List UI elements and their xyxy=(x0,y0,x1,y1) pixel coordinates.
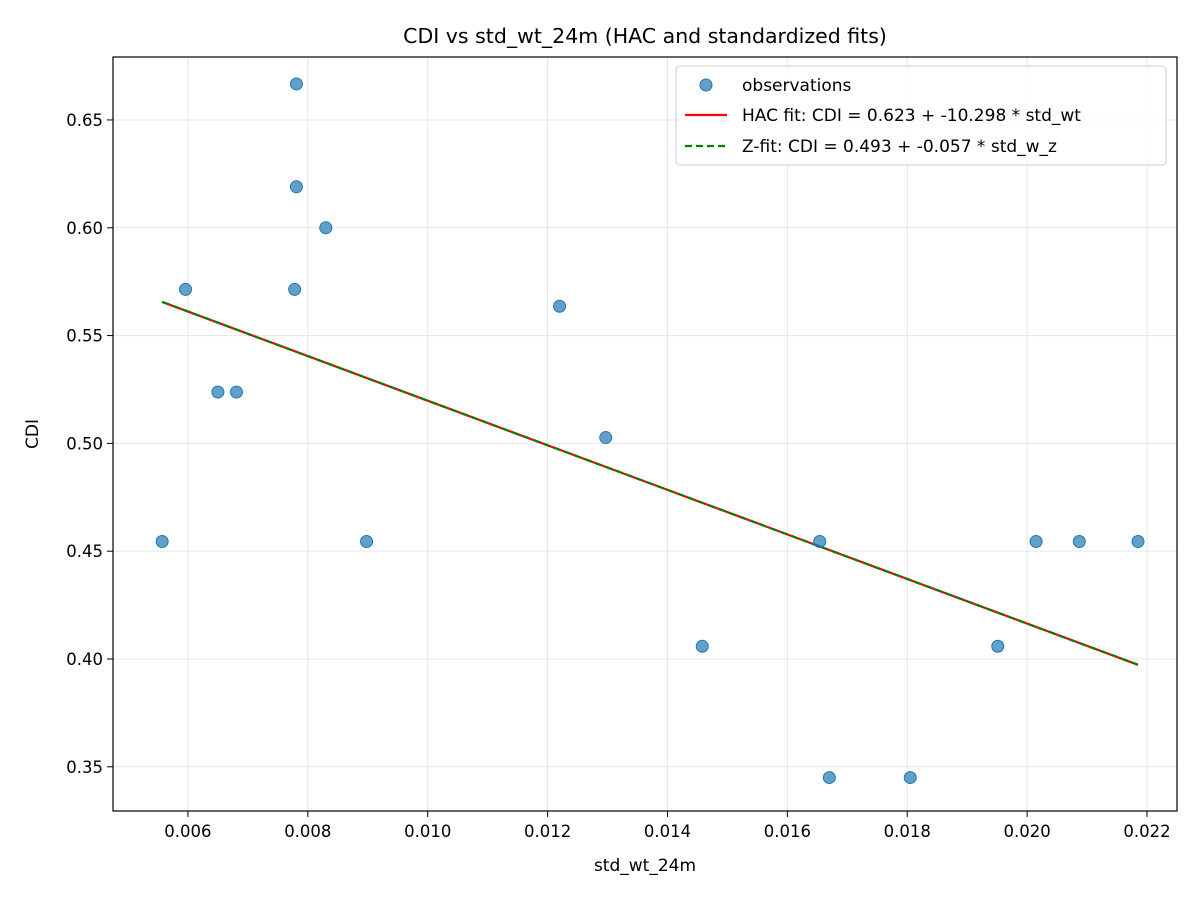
data-point xyxy=(360,534,374,548)
data-point xyxy=(289,77,303,91)
data-point xyxy=(695,639,709,653)
x-tick-label: 0.010 xyxy=(404,822,451,841)
fit-lines xyxy=(161,300,1139,666)
data-point xyxy=(903,771,917,785)
y-tick-label: 0.45 xyxy=(66,542,103,561)
x-tick-label: 0.012 xyxy=(524,822,571,841)
data-point xyxy=(211,385,225,399)
x-axis-label: std_wt_24m xyxy=(594,856,696,876)
y-axis-label: CDI xyxy=(23,419,43,449)
data-point xyxy=(179,282,193,296)
legend-marker-observations xyxy=(699,78,713,92)
legend-box xyxy=(675,65,1167,166)
y-tick-label: 0.35 xyxy=(66,758,103,777)
data-point xyxy=(319,221,333,235)
y-tick-label: 0.60 xyxy=(66,219,103,238)
data-point xyxy=(1072,534,1086,548)
grid xyxy=(113,57,1177,811)
x-axis-ticks: 0.006 0.008 0.010 0.012 0.014 0.016 0.018 0.020… xyxy=(164,811,1171,841)
data-point xyxy=(289,180,303,194)
chart-title: CDI vs std_wt_24m (HAC and standardized … xyxy=(403,24,887,49)
y-tick-label: 0.50 xyxy=(66,434,103,453)
legend-label-z-fit: Z-fit: CDI = 0.493 + -0.057 * std_w_z xyxy=(742,137,1057,157)
x-tick-label: 0.016 xyxy=(764,822,811,841)
legend-label-hac-fit: HAC fit: CDI = 0.623 + -10.298 * std_wt xyxy=(742,106,1081,126)
x-tick-label: 0.014 xyxy=(644,822,691,841)
data-point xyxy=(813,534,827,548)
legend: observations HAC fit: CDI = 0.623 + -10.… xyxy=(675,65,1167,166)
plot-frame xyxy=(112,56,1178,812)
z-fit-line xyxy=(161,300,1139,666)
y-tick-label: 0.65 xyxy=(66,111,103,130)
scatter-points xyxy=(155,77,1145,785)
x-tick-label: 0.006 xyxy=(164,822,211,841)
y-axis-ticks: 0.35 0.40 0.45 0.50 0.55 0.60 0.65 xyxy=(66,111,113,777)
x-tick-label: 0.008 xyxy=(284,822,331,841)
y-tick-label: 0.55 xyxy=(66,327,103,346)
data-point xyxy=(553,299,567,313)
data-point xyxy=(288,282,302,296)
y-tick-label: 0.40 xyxy=(66,650,103,669)
data-point xyxy=(1029,534,1043,548)
x-tick-label: 0.020 xyxy=(1004,822,1051,841)
data-point xyxy=(1131,534,1145,548)
data-point xyxy=(155,534,169,548)
data-point xyxy=(991,639,1005,653)
x-tick-label: 0.018 xyxy=(884,822,931,841)
x-tick-label: 0.022 xyxy=(1123,822,1170,841)
data-point xyxy=(599,431,613,445)
data-point xyxy=(822,771,836,785)
legend-label-observations: observations xyxy=(742,76,852,96)
data-point xyxy=(229,385,243,399)
